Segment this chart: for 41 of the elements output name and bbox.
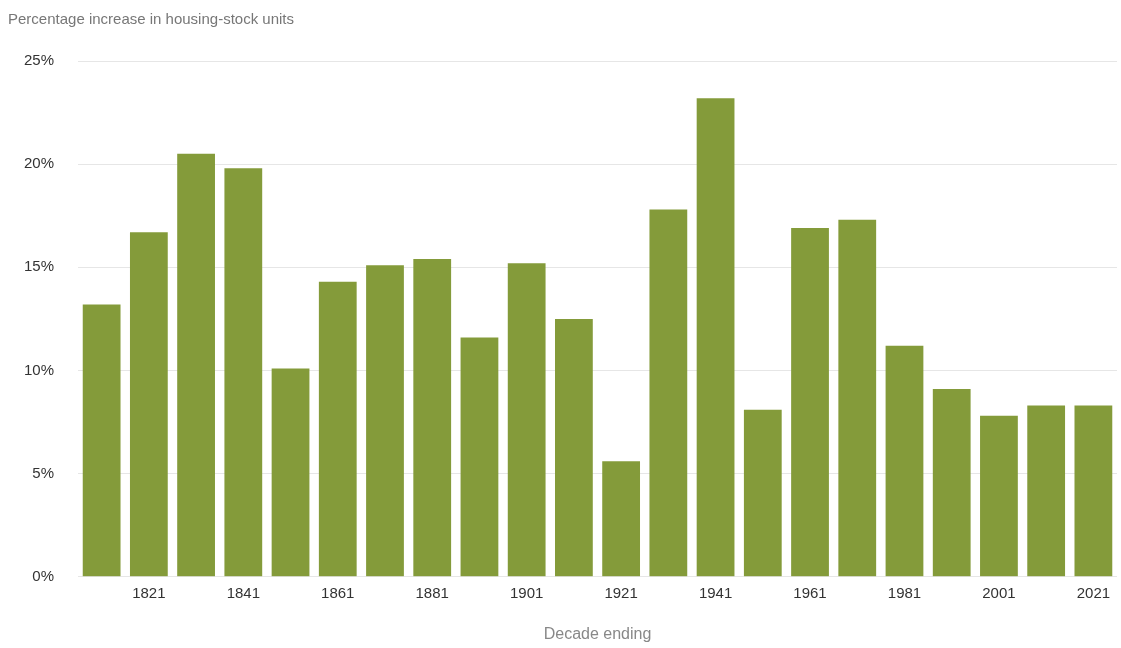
x-tick-label: 1821 <box>132 583 166 601</box>
bar <box>1074 405 1113 577</box>
y-tick-label: 5% <box>32 463 55 481</box>
bar <box>980 415 1018 577</box>
bar <box>271 368 310 577</box>
bar <box>555 318 593 577</box>
bar <box>885 345 924 577</box>
y-tick-label: 0% <box>32 566 55 584</box>
bar <box>82 304 121 577</box>
bar <box>743 409 782 577</box>
bar <box>838 219 877 577</box>
bar <box>129 232 168 577</box>
bar <box>460 337 499 577</box>
y-tick-label: 25% <box>23 51 55 69</box>
bar <box>696 98 735 577</box>
bar <box>177 153 215 577</box>
bar <box>413 259 452 577</box>
bar <box>649 209 688 577</box>
bar <box>318 281 357 577</box>
bar <box>224 168 263 577</box>
x-axis-title: Decade ending <box>543 624 652 642</box>
bar <box>932 389 971 577</box>
bar <box>1027 405 1066 577</box>
x-tick-label: 1981 <box>887 583 922 601</box>
y-tick-label: 20% <box>23 154 55 172</box>
x-tick-label: 1861 <box>321 583 355 601</box>
bar <box>791 228 829 577</box>
x-tick-label: 1921 <box>604 583 638 601</box>
y-tick-label: 10% <box>23 360 55 378</box>
x-tick-label: 1901 <box>509 583 544 601</box>
x-tick-label: 2021 <box>1076 583 1111 601</box>
x-tick-label: 1881 <box>415 583 449 601</box>
y-tick-label: 15% <box>23 257 55 275</box>
x-tick-label: 1841 <box>226 583 260 601</box>
bar <box>602 461 641 577</box>
x-tick-label: 2001 <box>982 583 1016 601</box>
y-axis-title: Percentage increase in housing-stock units <box>8 10 294 27</box>
bar <box>366 265 404 577</box>
x-tick-label: 1961 <box>793 583 827 601</box>
x-tick-label: 1941 <box>698 583 733 601</box>
bar <box>507 263 546 577</box>
